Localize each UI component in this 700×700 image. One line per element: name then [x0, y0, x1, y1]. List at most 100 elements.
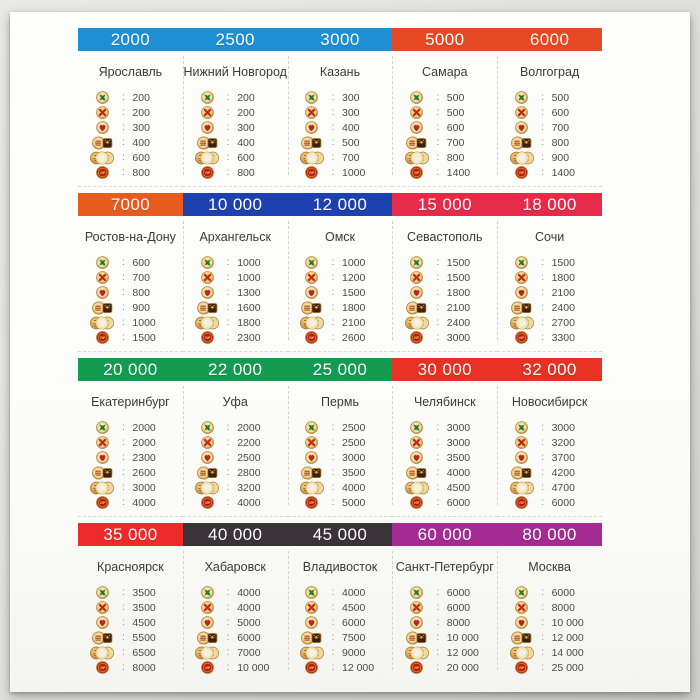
green-cross-coin-icon	[296, 421, 328, 434]
stat-value: 1500	[341, 286, 366, 299]
vip-coin-icon	[86, 166, 118, 179]
city-name: Пермь	[320, 395, 359, 409]
stat-separator: :	[436, 587, 440, 598]
stat-value: 12 000	[446, 646, 479, 659]
stat-separator: :	[331, 662, 335, 673]
stat-value: 1800	[237, 316, 261, 329]
stat-row: : 400	[78, 135, 183, 150]
stat-row: : 1500	[78, 330, 183, 345]
green-cross-coin-icon	[506, 586, 538, 599]
vip-coin-icon	[191, 496, 223, 509]
heart-coin-icon	[296, 286, 328, 299]
green-cross-coin-icon	[296, 256, 328, 269]
stat-value: 400	[132, 136, 150, 149]
stat-value: 1500	[446, 271, 471, 284]
stat-value: 3700	[551, 451, 575, 464]
stat-row: : 5000	[288, 495, 393, 510]
stat-separator: :	[541, 152, 544, 163]
stat-separator: :	[331, 257, 335, 268]
heart-coin-icon	[296, 121, 328, 134]
stat-separator: :	[331, 122, 335, 133]
coins-stack-icon	[506, 646, 538, 660]
stat-separator: :	[541, 107, 544, 118]
stat-value: 700	[132, 271, 150, 284]
card-price-header: 15 000	[392, 193, 498, 216]
stat-value: 1800	[341, 301, 366, 314]
stat-separator: :	[331, 317, 335, 328]
stat-separator: :	[436, 617, 440, 628]
stat-value: 2500	[341, 436, 366, 449]
stat-row: : 3200	[183, 480, 288, 495]
coins-stack-icon	[401, 646, 433, 660]
stat-separator: :	[226, 587, 230, 598]
stat-row: : 700	[288, 150, 393, 165]
green-cross-coin-icon	[506, 421, 538, 434]
stat-separator: :	[541, 302, 544, 313]
stat-separator: :	[436, 302, 440, 313]
stat-row: : 10 000	[497, 615, 602, 630]
stat-value: 1300	[237, 286, 261, 299]
chest-coin-icon	[401, 631, 433, 645]
city-card: 2000 Ярославль : 200 : 200 : 300 : 400	[78, 16, 183, 181]
stat-separator: :	[226, 497, 230, 508]
stat-row: : 1400	[392, 165, 497, 180]
stat-separator: :	[541, 332, 544, 343]
stat-row: : 300	[183, 120, 288, 135]
card-price-header: 6000	[497, 28, 602, 51]
chest-coin-icon	[296, 466, 328, 480]
vip-coin-icon	[401, 661, 433, 674]
coins-stack-icon	[296, 316, 328, 330]
red-x-coin-icon	[191, 271, 223, 284]
city-name: Севастополь	[407, 230, 483, 244]
vip-coin-icon	[86, 331, 118, 344]
stat-row: : 1500	[392, 255, 497, 270]
stat-row: : 3000	[497, 420, 602, 435]
stat-row: : 2200	[183, 435, 288, 450]
stat-row: : 3500	[78, 600, 183, 615]
card-stats: : 500 : 500 : 600 : 700 : 800	[392, 90, 497, 180]
stat-value: 8000	[446, 616, 471, 629]
city-card: 25 000 Пермь : 2500 : 2500 : 3000 : 3500	[287, 346, 393, 511]
stat-value: 500	[341, 136, 360, 149]
stat-row: : 2500	[183, 450, 288, 465]
coins-stack-icon	[506, 316, 538, 330]
stat-row: : 4000	[288, 480, 393, 495]
green-cross-coin-icon	[506, 256, 538, 269]
city-name: Омск	[324, 230, 356, 244]
card-price-header: 20 000	[78, 358, 183, 381]
heart-coin-icon	[191, 451, 223, 464]
stat-row: : 4000	[78, 495, 183, 510]
coins-stack-icon	[296, 151, 328, 165]
card-stats: : 1500 : 1500 : 1800 : 2100 : 2400	[392, 255, 497, 345]
green-cross-coin-icon	[506, 91, 538, 104]
stat-separator: :	[122, 332, 125, 343]
stat-value: 3000	[132, 481, 156, 494]
green-cross-coin-icon	[296, 586, 328, 599]
stat-value: 2000	[237, 421, 261, 434]
card-stats: : 1500 : 1800 : 2100 : 2400 : 2700	[497, 255, 602, 345]
red-x-coin-icon	[401, 271, 433, 284]
heart-coin-icon	[86, 286, 118, 299]
vip-coin-icon	[86, 661, 118, 674]
stat-separator: :	[226, 647, 230, 658]
stat-row: : 3000	[78, 480, 183, 495]
vip-coin-icon	[506, 331, 538, 344]
stat-separator: :	[331, 287, 335, 298]
stat-row: : 500	[392, 90, 497, 105]
stat-value: 600	[132, 151, 150, 164]
green-cross-coin-icon	[401, 91, 433, 104]
stat-row: : 6000	[392, 600, 497, 615]
stat-value: 1000	[341, 166, 366, 179]
stat-separator: :	[436, 92, 440, 103]
stat-separator: :	[226, 632, 230, 643]
stat-value: 800	[132, 286, 150, 299]
green-cross-coin-icon	[401, 256, 433, 269]
stat-row: : 2100	[288, 315, 393, 330]
green-cross-coin-icon	[191, 256, 223, 269]
city-card: 32 000 Новосибирск : 3000 : 3200 : 3700 …	[497, 346, 602, 511]
stat-value: 1000	[132, 316, 156, 329]
stat-row: : 600	[183, 150, 288, 165]
chest-coin-icon	[191, 466, 223, 480]
card-stats: : 4000 : 4500 : 6000 : 7500 : 9000	[288, 585, 393, 675]
stat-value: 4000	[341, 481, 366, 494]
